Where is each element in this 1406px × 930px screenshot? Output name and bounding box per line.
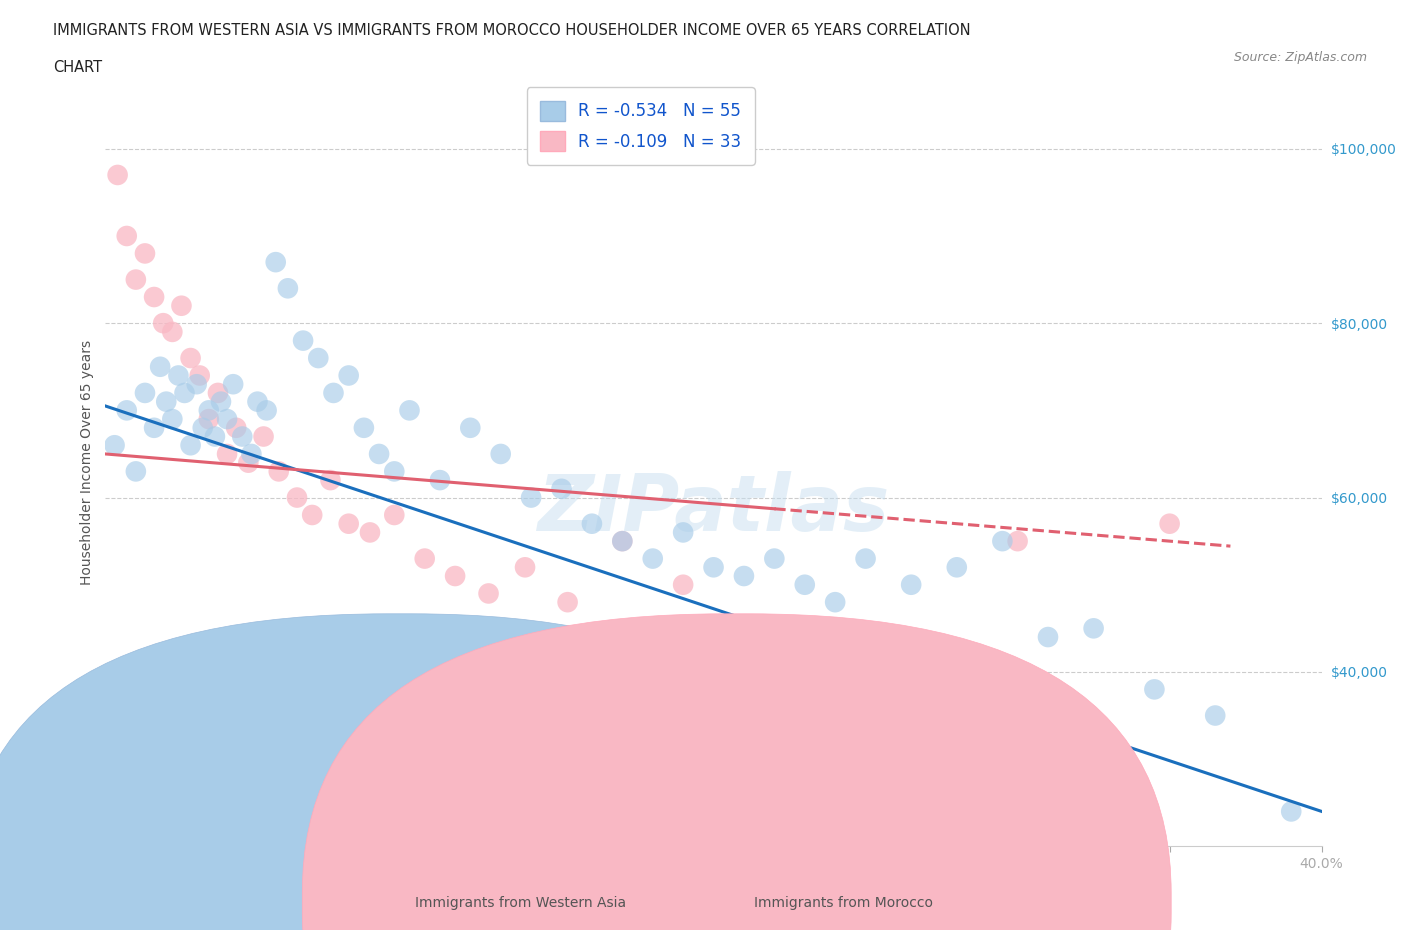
Point [824,595,846,610]
Point [180,351,202,365]
Legend: R = -0.534   N = 55, R = -0.109   N = 33: R = -0.534 N = 55, R = -0.109 N = 33 [526,87,755,165]
Point [413,551,436,566]
Point [209,394,232,409]
Point [191,420,214,435]
Point [458,420,481,435]
Point [1083,621,1105,636]
Point [763,551,786,566]
Point [186,377,208,392]
Point [550,482,572,497]
Point [489,446,512,461]
Point [641,551,664,566]
Point [222,377,245,392]
Point [612,534,634,549]
Point [581,516,603,531]
Point [1007,534,1029,549]
Point [748,725,770,740]
Point [444,568,467,583]
Point [134,386,156,401]
Point [793,578,815,592]
Point [337,516,360,531]
Point [319,472,342,487]
Point [143,289,166,304]
Point [429,472,451,487]
Point [1036,630,1059,644]
Text: IMMIGRANTS FROM WESTERN ASIA VS IMMIGRANTS FROM MOROCCO HOUSEHOLDER INCOME OVER : IMMIGRANTS FROM WESTERN ASIA VS IMMIGRAN… [53,23,972,38]
Point [855,551,877,566]
Point [398,403,420,418]
Point [359,525,381,540]
Text: ZIPatlas: ZIPatlas [537,471,890,547]
Point [900,578,922,592]
Point [945,560,967,575]
Point [162,325,184,339]
Point [167,368,190,383]
Point [702,560,725,575]
Point [225,420,247,435]
Point [991,534,1014,549]
Point [285,490,308,505]
Point [267,464,290,479]
Point [337,368,360,383]
Point [477,586,499,601]
Point [198,403,221,418]
Point [557,595,579,610]
Text: Immigrants from Western Asia: Immigrants from Western Asia [415,896,626,910]
Point [252,429,274,444]
Point [292,333,315,348]
Point [238,456,260,471]
Point [672,525,695,540]
Point [264,255,287,270]
Point [188,368,211,383]
Point [170,299,193,313]
Point [520,490,543,505]
Point [307,351,329,365]
Point [107,167,129,182]
Point [322,386,344,401]
Point [155,394,177,409]
Point [173,386,195,401]
Y-axis label: Householder Income Over 65 years: Householder Income Over 65 years [80,340,94,585]
Point [162,412,184,427]
Point [198,412,221,427]
Point [672,578,695,592]
Point [125,464,148,479]
Point [382,464,405,479]
Point [207,386,229,401]
Point [353,420,375,435]
Text: Source: ZipAtlas.com: Source: ZipAtlas.com [1233,51,1367,64]
Point [382,508,405,523]
Point [217,412,239,427]
Point [103,438,125,453]
Point [1204,708,1226,723]
Point [152,316,174,331]
Text: Immigrants from Morocco: Immigrants from Morocco [754,896,934,910]
Point [246,394,269,409]
Point [733,568,755,583]
Point [612,534,634,549]
Point [115,229,138,244]
Point [368,446,391,461]
Point [1279,804,1302,819]
Text: CHART: CHART [53,60,103,75]
Point [125,272,148,287]
Point [1143,682,1166,697]
FancyBboxPatch shape [302,614,1171,930]
Point [115,403,138,418]
Point [277,281,299,296]
FancyBboxPatch shape [0,614,834,930]
Point [1159,516,1181,531]
Point [143,420,166,435]
Point [301,508,323,523]
Point [256,403,278,418]
Point [204,429,226,444]
Point [231,429,253,444]
Point [134,246,156,261]
Point [217,446,239,461]
Point [240,446,263,461]
Point [149,359,172,374]
Point [513,560,536,575]
Point [180,438,202,453]
